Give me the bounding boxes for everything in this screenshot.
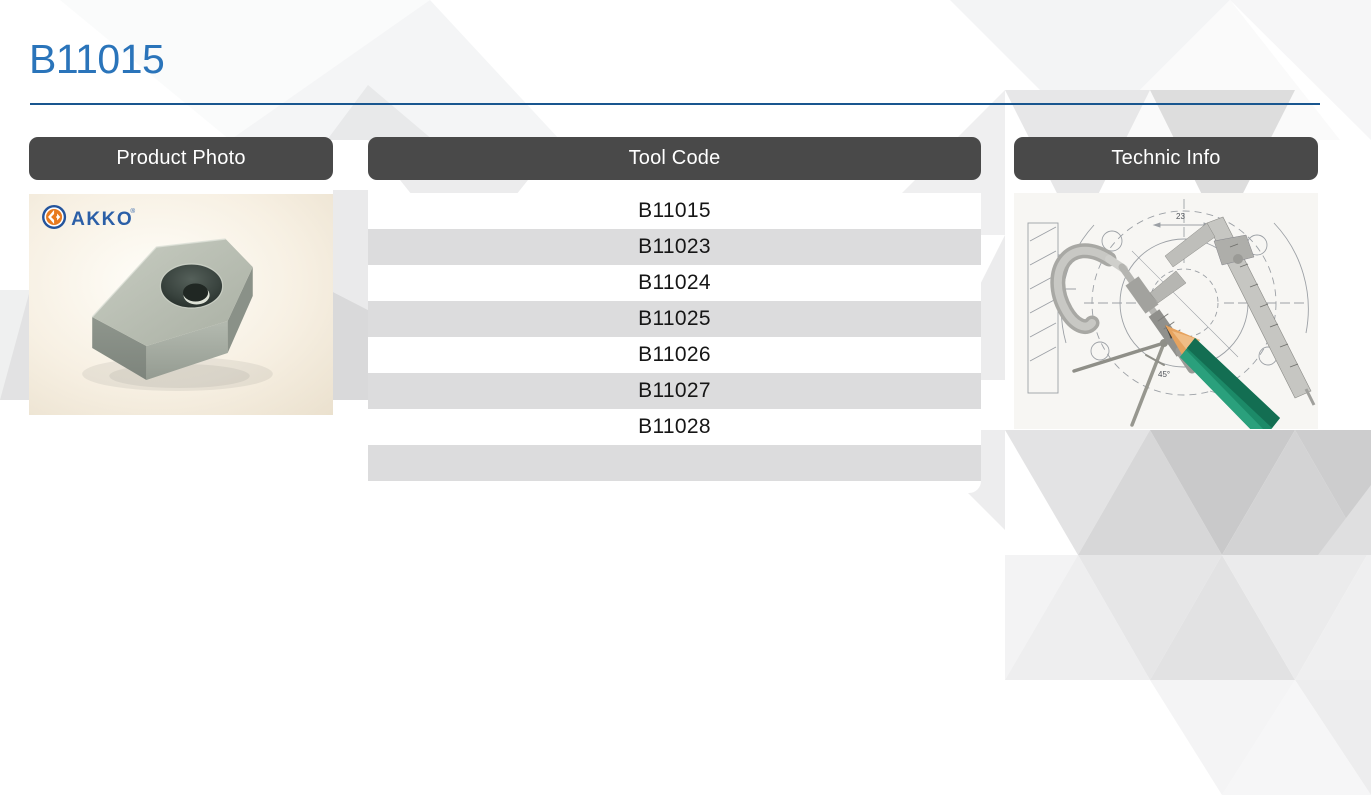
tool-code-row[interactable]: B11026	[368, 337, 981, 373]
tool-code-value: B11026	[638, 343, 711, 366]
tool-code-value: B11024	[638, 271, 711, 294]
akko-brand-text: AKKO	[71, 209, 133, 230]
caliper-icon	[1149, 216, 1316, 406]
tool-code-row[interactable]: B11028	[368, 409, 981, 445]
akko-logo-icon: AKKO ®	[42, 205, 135, 230]
tool-code-value: B11025	[638, 307, 711, 330]
technic-info-illustration: 23 40 45°	[1014, 193, 1318, 429]
tool-code-value: B11015	[638, 199, 711, 222]
tool-code-value: B11028	[638, 415, 711, 438]
akko-registered-mark: ®	[130, 207, 135, 215]
tool-code-row[interactable]: B11023	[368, 229, 981, 265]
tool-code-table-body: B11015 B11023 B11024 B11025 B11026 B1102…	[368, 193, 981, 481]
pencil-icon	[1165, 325, 1280, 429]
tool-code-row[interactable]: B11024	[368, 265, 981, 301]
page-title: B11015	[29, 36, 165, 82]
technic-info-header: Technic Info	[1014, 137, 1318, 180]
product-photo-image[interactable]: AKKO ®	[29, 194, 333, 415]
svg-text:23: 23	[1176, 212, 1185, 221]
tool-code-table: B11015 B11023 B11024 B11025 B11026 B1102…	[368, 193, 981, 493]
carbide-insert-shape	[91, 238, 253, 380]
title-divider	[30, 103, 1320, 105]
tool-code-header: Tool Code	[368, 137, 981, 180]
tool-code-row[interactable]: B11025	[368, 301, 981, 337]
tool-code-value: B11027	[638, 379, 711, 402]
tool-code-row[interactable]: B11015	[368, 193, 981, 229]
tool-code-row	[368, 445, 981, 481]
product-photo-header: Product Photo	[29, 137, 333, 180]
pattern-left-edge	[0, 190, 368, 400]
product-photo-illustration: AKKO ®	[29, 194, 333, 415]
tool-code-value: B11023	[638, 235, 711, 258]
technic-info-image[interactable]: 23 40 45°	[1014, 193, 1318, 429]
svg-text:45°: 45°	[1158, 370, 1170, 379]
tool-code-row[interactable]: B11027	[368, 373, 981, 409]
